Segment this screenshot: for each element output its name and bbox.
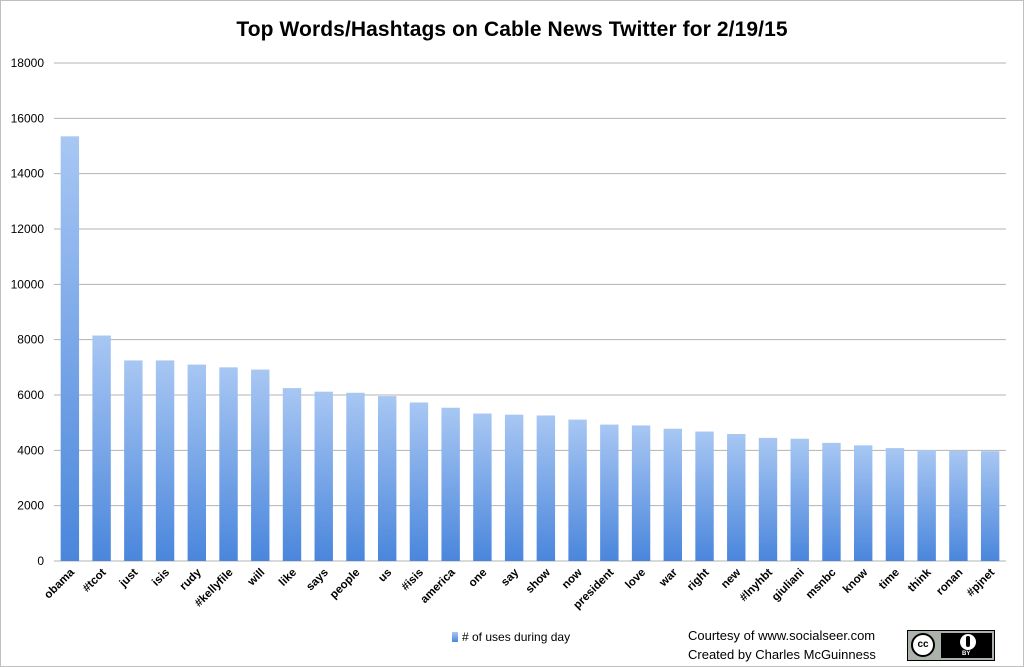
x-tick-label: says <box>304 567 331 594</box>
bar-says <box>314 391 333 561</box>
cc-by-icon: cc BY <box>907 630 995 661</box>
chart-title: Top Words/Hashtags on Cable News Twitter… <box>236 18 788 41</box>
bar-giuliani <box>790 438 809 561</box>
bar-obama <box>60 136 80 562</box>
bar-us <box>377 396 397 561</box>
x-tick-label: isis <box>150 567 172 589</box>
x-tick-label: will <box>245 567 267 589</box>
y-tick-label: 4000 <box>17 443 44 457</box>
x-tick-label: now <box>560 567 585 592</box>
x-tick-label: time <box>877 567 902 592</box>
x-tick-label: right <box>685 567 712 594</box>
bar-isis <box>155 360 175 561</box>
x-tick-label: msnbc <box>804 566 839 601</box>
x-tick-label: #isis <box>399 567 426 594</box>
x-tick-label: #pjnet <box>965 567 998 600</box>
x-tick-label: us <box>376 567 394 585</box>
gridlines <box>54 62 1006 562</box>
x-tick-label: love <box>623 567 648 592</box>
bar-like <box>282 388 302 561</box>
bar-america <box>441 407 460 561</box>
bar-know <box>853 445 873 561</box>
bar-time <box>885 448 905 561</box>
credits: Courtesy of www.socialseer.com Created b… <box>688 626 876 664</box>
y-tick-label: 12000 <box>11 222 45 236</box>
bar-war <box>663 428 683 561</box>
bar-people <box>346 392 365 561</box>
attribution-person-figure <box>966 636 970 647</box>
credit-source: Courtesy of www.socialseer.com <box>688 628 876 643</box>
credit-author: Created by Charles McGuinness <box>688 647 876 662</box>
bar-kellyfile <box>219 367 238 561</box>
y-tick-label: 8000 <box>17 333 44 347</box>
x-tick-label: #tcot <box>81 567 109 595</box>
y-tick-label: 2000 <box>17 499 44 513</box>
bar-love <box>631 425 651 561</box>
bar-msnbc <box>822 442 841 561</box>
y-tick-label: 14000 <box>11 167 45 181</box>
y-tick-label: 0 <box>37 554 44 568</box>
legend: # of uses during day <box>452 630 570 644</box>
bar-right <box>695 431 714 561</box>
bar-just <box>124 360 143 561</box>
y-tick-label: 16000 <box>11 111 45 125</box>
x-tick-label: people <box>328 567 363 602</box>
bar-now <box>568 419 587 561</box>
x-tick-label: say <box>499 566 521 588</box>
bar-show <box>536 415 556 561</box>
bar-tcot <box>92 335 111 561</box>
bar-ronan <box>949 450 968 561</box>
bar-isis <box>409 402 429 561</box>
x-tick-label: think <box>906 566 934 594</box>
bar-think <box>917 450 936 561</box>
x-tick-label: one <box>467 567 490 590</box>
y-tick-label: 6000 <box>17 388 44 402</box>
bar-lnyhbt <box>758 437 778 561</box>
x-tick-label: new <box>719 567 743 591</box>
bar-pjnet <box>980 451 1000 561</box>
bar-will <box>251 369 270 561</box>
x-tick-label: ronan <box>934 567 965 598</box>
x-tick-label: war <box>657 566 681 590</box>
x-tick-label: giuliani <box>770 567 807 604</box>
cc-circle-icon: cc <box>911 633 935 657</box>
by-label: BY <box>962 651 971 657</box>
legend-label: # of uses during day <box>462 630 571 644</box>
y-tick-label: 18000 <box>11 56 45 70</box>
x-tick-label: like <box>277 567 299 589</box>
legend-swatch <box>452 632 458 642</box>
bars <box>60 136 1000 562</box>
x-tick-label: obama <box>42 566 77 601</box>
bar-one <box>473 413 492 561</box>
bar-new <box>727 434 746 561</box>
bar-say <box>504 414 524 561</box>
x-tick-label: know <box>841 567 870 596</box>
y-axis-ticks: 0 2000 4000 6000 8000 10000 12000 14000 16000 180… <box>11 56 45 568</box>
x-tick-label: just <box>117 567 141 591</box>
x-tick-label: rudy <box>178 566 205 593</box>
bar-rudy <box>187 364 207 561</box>
x-tick-label: show <box>524 567 553 596</box>
x-tick-label: america <box>419 566 459 606</box>
y-tick-label: 10000 <box>11 277 45 291</box>
bar-president <box>600 424 619 561</box>
x-tick-label: #lnyhbt <box>738 567 776 605</box>
x-axis-ticks: obama #tcot just isis rudy#kellyfile will like… <box>42 566 997 612</box>
